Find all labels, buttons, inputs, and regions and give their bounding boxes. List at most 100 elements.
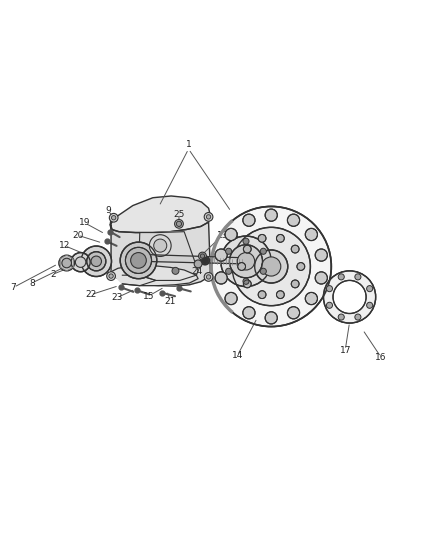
Circle shape — [206, 275, 211, 279]
Circle shape — [225, 293, 237, 305]
Circle shape — [211, 206, 331, 327]
Polygon shape — [122, 275, 156, 286]
Circle shape — [244, 280, 251, 288]
Text: 3: 3 — [233, 232, 238, 241]
Circle shape — [326, 302, 332, 308]
Text: 17: 17 — [339, 345, 351, 354]
Text: 2: 2 — [50, 270, 56, 279]
Circle shape — [107, 272, 116, 280]
Circle shape — [333, 280, 366, 313]
Circle shape — [221, 236, 271, 287]
Polygon shape — [110, 219, 210, 286]
Circle shape — [338, 314, 344, 320]
Circle shape — [258, 235, 266, 243]
Circle shape — [291, 245, 299, 253]
Circle shape — [305, 228, 318, 240]
Circle shape — [287, 306, 300, 319]
Text: 22: 22 — [85, 290, 96, 300]
Circle shape — [62, 258, 71, 268]
Circle shape — [243, 238, 249, 244]
Polygon shape — [138, 254, 244, 264]
Circle shape — [112, 215, 116, 220]
Circle shape — [276, 235, 284, 243]
Circle shape — [206, 215, 211, 219]
Polygon shape — [138, 232, 198, 280]
Circle shape — [237, 253, 254, 270]
Circle shape — [204, 272, 213, 281]
Circle shape — [198, 252, 206, 260]
Circle shape — [154, 239, 167, 252]
Circle shape — [243, 278, 249, 284]
Text: 14: 14 — [232, 351, 243, 360]
Circle shape — [254, 250, 288, 283]
Circle shape — [172, 268, 179, 274]
Circle shape — [120, 242, 157, 279]
Circle shape — [305, 293, 318, 305]
Circle shape — [297, 263, 305, 270]
Circle shape — [367, 286, 373, 292]
Text: 16: 16 — [375, 352, 387, 361]
Circle shape — [202, 257, 208, 263]
Circle shape — [276, 290, 284, 298]
Circle shape — [265, 209, 277, 221]
Text: 15: 15 — [143, 292, 154, 301]
Text: 24: 24 — [191, 267, 203, 276]
Circle shape — [355, 314, 361, 320]
Circle shape — [200, 254, 205, 258]
Circle shape — [291, 280, 299, 288]
Circle shape — [323, 271, 376, 323]
Circle shape — [81, 246, 112, 277]
Circle shape — [232, 228, 311, 305]
Circle shape — [355, 274, 361, 280]
Circle shape — [315, 272, 327, 284]
Circle shape — [177, 221, 182, 227]
Circle shape — [226, 268, 232, 274]
Circle shape — [243, 214, 255, 227]
Circle shape — [315, 249, 327, 261]
Circle shape — [215, 272, 227, 284]
Circle shape — [91, 256, 102, 266]
Text: 7: 7 — [11, 283, 17, 292]
Text: 9: 9 — [105, 206, 111, 215]
Circle shape — [201, 256, 209, 265]
Circle shape — [265, 312, 277, 324]
Circle shape — [230, 245, 262, 278]
Circle shape — [261, 257, 281, 276]
Text: 12: 12 — [59, 241, 70, 250]
Circle shape — [338, 274, 344, 280]
Circle shape — [149, 235, 171, 256]
Circle shape — [75, 257, 86, 268]
Text: 13: 13 — [217, 231, 228, 240]
Circle shape — [238, 263, 246, 270]
Circle shape — [243, 306, 255, 319]
Circle shape — [175, 220, 184, 228]
Text: 20: 20 — [72, 231, 83, 240]
Circle shape — [59, 255, 74, 271]
Circle shape — [258, 290, 266, 298]
Circle shape — [87, 252, 106, 271]
Circle shape — [71, 253, 90, 272]
Text: 23: 23 — [111, 293, 122, 302]
Polygon shape — [111, 265, 198, 286]
Circle shape — [215, 249, 227, 261]
Circle shape — [244, 245, 251, 253]
Circle shape — [194, 260, 202, 268]
Circle shape — [109, 274, 113, 278]
Circle shape — [367, 302, 373, 308]
Circle shape — [287, 214, 300, 227]
Text: 21: 21 — [165, 297, 176, 306]
Circle shape — [131, 253, 146, 268]
Circle shape — [110, 213, 118, 222]
Circle shape — [226, 248, 232, 254]
Circle shape — [326, 286, 332, 292]
Circle shape — [125, 247, 152, 273]
Text: 8: 8 — [29, 279, 35, 287]
Circle shape — [204, 213, 213, 221]
Polygon shape — [110, 196, 210, 232]
Text: 1: 1 — [186, 140, 191, 149]
Circle shape — [260, 268, 266, 274]
Text: 25: 25 — [173, 210, 185, 219]
Circle shape — [225, 228, 237, 240]
Text: 19: 19 — [79, 219, 91, 228]
Circle shape — [260, 248, 266, 254]
